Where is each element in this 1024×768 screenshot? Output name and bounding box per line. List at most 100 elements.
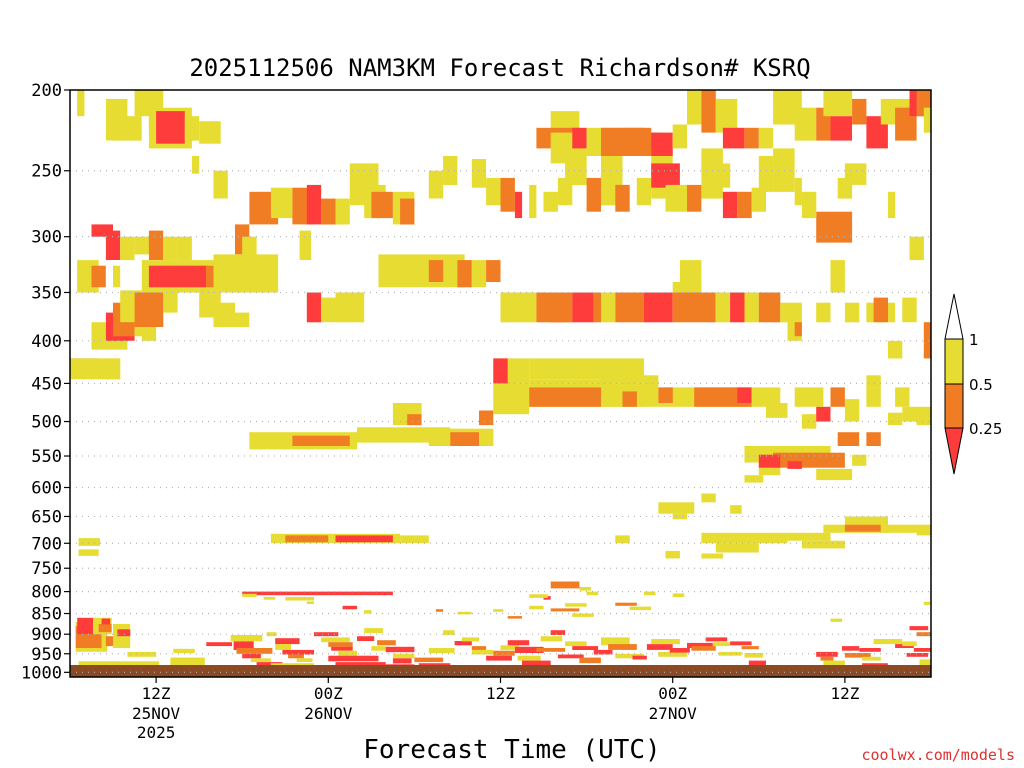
heatmap-cell: [500, 177, 515, 212]
heatmap-cell: [608, 644, 637, 650]
heatmap-cell: [862, 656, 881, 661]
heatmap-cell: [722, 127, 745, 149]
heatmap-cell: [712, 642, 731, 647]
heatmap-cell: [471, 260, 487, 288]
heatmap-cell: [741, 646, 759, 650]
heatmap-cell: [507, 616, 522, 619]
x-tick-date-label: 26NOV: [304, 704, 353, 723]
heatmap-cell: [579, 587, 591, 591]
heatmap-cell: [357, 636, 375, 641]
heatmap-cell: [816, 406, 831, 422]
heatmap-cell: [758, 156, 774, 192]
heatmap-cell: [722, 191, 738, 219]
heatmap-cell: [844, 516, 888, 525]
heatmap-cell: [672, 292, 716, 323]
heatmap-cell: [377, 640, 396, 646]
heatmap-cell: [672, 513, 687, 520]
x-tick-time-label: 12Z: [830, 684, 859, 703]
heatmap-cell: [830, 387, 845, 407]
heatmap-cell: [213, 302, 235, 327]
heatmap-cell: [780, 302, 788, 323]
heatmap-cell: [622, 391, 637, 407]
heatmap-cell: [105, 230, 121, 260]
heatmap-cell: [565, 641, 587, 647]
heatmap-cell: [250, 658, 271, 662]
y-tick-label: 650: [31, 507, 62, 527]
heatmap-cell: [335, 292, 365, 323]
heatmap-cell: [471, 649, 494, 655]
heatmap-cell: [669, 648, 690, 653]
heatmap-cell: [414, 657, 444, 663]
heatmap-cell: [98, 624, 112, 633]
heatmap-cell: [292, 435, 350, 446]
x-axis-label: Forecast Time (UTC): [363, 735, 660, 765]
heatmap-cell: [288, 654, 304, 659]
heatmap-cell: [909, 626, 929, 631]
pressure-gridlines: [70, 170, 931, 673]
heatmap-cell: [572, 613, 594, 617]
y-tick-label: 200: [31, 81, 62, 101]
heatmap-cell: [902, 641, 917, 647]
heatmap-cell: [242, 236, 257, 266]
heatmap-cell: [78, 538, 101, 546]
heatmap-cell: [371, 191, 393, 219]
heatmap-cell: [844, 399, 860, 422]
heatmap-cell: [820, 656, 834, 661]
heatmap-cell: [335, 535, 393, 543]
heatmap-cell: [787, 532, 831, 541]
heatmap-cell: [615, 602, 637, 606]
heatmap-cell: [550, 630, 566, 635]
heatmap-cell: [888, 412, 903, 426]
heatmap-cell: [902, 297, 917, 323]
heatmap-cell: [256, 662, 283, 665]
heatmap-cell: [873, 297, 888, 323]
heatmap-cell: [275, 644, 291, 650]
heatmap-cell: [866, 432, 881, 446]
heatmap-cell: [486, 260, 501, 282]
heatmap-cell: [579, 657, 601, 664]
heatmap-cell: [801, 191, 817, 219]
heatmap-cell: [705, 637, 728, 642]
heatmap-cell: [270, 663, 314, 665]
heatmap-cell: [701, 553, 723, 559]
heatmap-cell: [658, 502, 695, 514]
heatmap-cell: [514, 191, 523, 219]
heatmap-cell: [859, 648, 881, 652]
heatmap-cell: [895, 387, 910, 407]
heatmap-cell: [748, 660, 766, 665]
heatmap-cell: [730, 505, 742, 514]
heatmap-cell: [529, 358, 644, 380]
heatmap-cell: [830, 260, 845, 293]
y-tick-label: 800: [31, 583, 62, 603]
legend-box-yellow: [944, 338, 964, 385]
heatmap-cell: [428, 648, 455, 653]
heatmap-cell: [529, 594, 548, 598]
heatmap-cell: [646, 644, 673, 650]
heatmap-cell: [672, 282, 702, 293]
heatmap-cell: [830, 116, 852, 141]
heatmap-cell: [687, 642, 713, 648]
heatmap-cell: [385, 664, 415, 665]
heatmap-cell: [500, 292, 537, 323]
y-tick-label: 350: [31, 283, 62, 303]
heatmap-cell: [830, 618, 842, 622]
heatmap-cell: [170, 657, 205, 665]
y-tick-label: 400: [31, 332, 62, 352]
heatmap-cell: [392, 658, 412, 664]
heatmap-cell: [823, 660, 845, 665]
heatmap-cell: [242, 593, 257, 597]
heatmap-cell: [701, 532, 788, 544]
heatmap-cell: [134, 292, 164, 327]
heatmap-cell: [91, 265, 106, 288]
x-tick-time-label: 00Z: [314, 684, 343, 703]
credit-text: coolwx.com/models: [861, 746, 1015, 764]
heatmap-cell: [117, 629, 131, 637]
heatmap-cell: [586, 591, 599, 596]
heatmap-cell: [636, 177, 652, 206]
x-tick-time-label: 12Z: [486, 684, 515, 703]
heatmap-cell: [428, 170, 444, 199]
heatmap-cell: [486, 655, 512, 661]
heatmap-cell: [572, 646, 599, 650]
heatmap-cell: [77, 617, 95, 635]
heatmap-cell: [529, 605, 544, 610]
